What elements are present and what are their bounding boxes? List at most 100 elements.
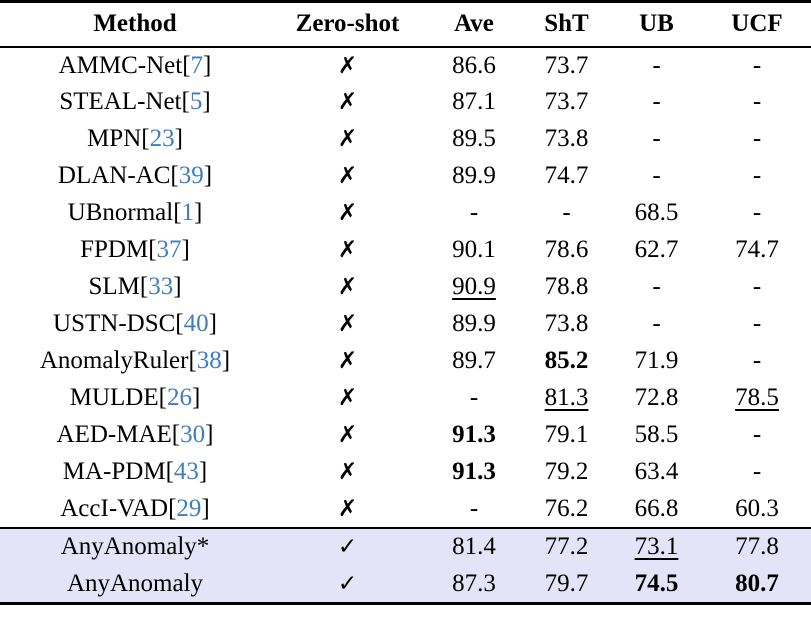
table-row: MULDE[26] ✗ - 81.3 72.8 78.5 [0,380,811,417]
method-label: FPDM [80,236,149,263]
score-value: - [752,347,762,374]
citation-bracket-close: ] [221,347,231,374]
zero-shot-cell: ✓ [270,565,425,604]
method-cell: MPN[23] [0,121,270,158]
score-cell: 74.5 [610,565,703,604]
method-cell: MA-PDM[43] [0,454,270,491]
method-label: AED-MAE [56,421,172,448]
zero-shot-cell: ✗ [270,84,425,121]
score-value: 89.5 [452,125,496,152]
score-value: 77.2 [544,533,589,560]
score-value: - [752,273,762,300]
score-value: 62.7 [634,236,679,263]
score-cell: 74.7 [703,232,811,269]
score-value: 81.4 [452,533,496,560]
column-header-ub: UB [610,1,703,48]
score-value: - [652,88,661,115]
score-cell: - [610,47,703,84]
zero-shot-cell: ✗ [270,269,425,306]
score-value: - [752,88,762,115]
column-header-method: Method [0,1,270,48]
score-value: 74.7 [735,236,779,263]
score-value: - [469,384,479,411]
score-cell: - [703,84,811,121]
cross-icon: ✗ [337,52,358,79]
score-cell: 85.2 [523,343,610,380]
method-cell: AnomalyRuler[38] [0,343,270,380]
citation-bracket-close: ] [191,384,201,411]
score-cell: 81.4 [425,526,523,566]
citation-bracket-close: ] [205,421,214,448]
citation-link[interactable]: 26 [166,384,192,411]
citation-link[interactable]: 23 [149,125,175,152]
score-cell: 72.8 [610,380,703,417]
score-value: 78.5 [735,384,779,411]
table-row: USTN-DSC[40] ✗ 89.9 73.8 - - [0,306,811,343]
score-cell: - [703,158,811,195]
score-cell: 73.1 [610,526,703,566]
method-label: AMMC-Net [58,51,183,79]
score-cell: 76.2 [523,491,610,528]
score-value: 63.4 [634,458,679,485]
cross-icon: ✗ [337,89,358,115]
citation-link[interactable]: 29 [176,494,202,522]
score-value: - [752,125,762,152]
cross-icon: ✗ [337,495,358,522]
score-value: 87.3 [452,569,496,597]
score-value: 79.2 [544,458,589,485]
citation-bracket-open: [ [181,88,190,115]
method-label: UBnormal [67,199,174,226]
score-cell: 90.9 [425,269,523,306]
score-value: 89.9 [452,162,496,189]
citation-bracket-open: [ [175,310,184,337]
table-row: MA-PDM[43] ✗ 91.3 79.2 63.4 - [0,454,811,491]
citation-link[interactable]: 7 [190,51,204,79]
method-cell: FPDM[37] [0,232,270,269]
citation-link[interactable]: 30 [180,421,206,448]
citation-bracket-open: [ [148,236,157,263]
citation-link[interactable]: 39 [178,162,204,189]
citation-bracket-open: [ [168,494,177,522]
zero-shot-cell: ✗ [270,195,425,232]
citation-bracket-close: ] [174,125,183,152]
score-cell: 86.6 [425,47,523,84]
score-value: 91.3 [452,421,496,448]
citation-bracket-open: [ [182,51,191,79]
citation-bracket-close: ] [203,51,212,79]
score-value: - [752,421,762,448]
table-row: SLM[33] ✗ 90.9 78.8 - - [0,269,811,306]
citation-link[interactable]: 38 [196,347,222,374]
citation-bracket-open: [ [171,421,181,448]
citation-bracket-open: [ [141,125,150,152]
score-value: - [652,162,661,189]
citation-bracket-close: ] [173,273,182,300]
score-cell: 87.3 [425,565,523,604]
citation-link[interactable]: 5 [189,88,203,115]
score-value: 86.6 [452,51,496,79]
score-value: - [752,199,762,226]
score-value: 90.1 [452,236,496,263]
zero-shot-cell: ✗ [270,232,425,269]
score-value: 76.2 [544,494,589,522]
citation-link[interactable]: 33 [148,273,174,300]
citation-bracket-close: ] [208,310,217,337]
score-cell: 81.3 [523,380,610,417]
method-cell: USTN-DSC[40] [0,306,270,343]
method-label: AnyAnomaly* [60,533,210,560]
score-cell: - [610,158,703,195]
citation-link[interactable]: 1 [181,199,195,226]
score-value: - [752,51,762,79]
score-cell: - [425,380,523,417]
method-cell: STEAL-Net[5] [0,84,270,121]
score-cell: - [703,306,811,343]
cross-icon: ✗ [337,163,358,189]
score-cell: 71.9 [610,343,703,380]
score-value: 90.9 [452,273,496,300]
citation-link[interactable]: 37 [156,236,182,263]
citation-link[interactable]: 43 [173,458,199,485]
check-icon: ✓ [337,570,358,597]
cross-icon: ✗ [337,126,358,152]
citation-link[interactable]: 40 [183,310,209,337]
score-value: - [652,51,661,79]
score-cell: - [703,343,811,380]
